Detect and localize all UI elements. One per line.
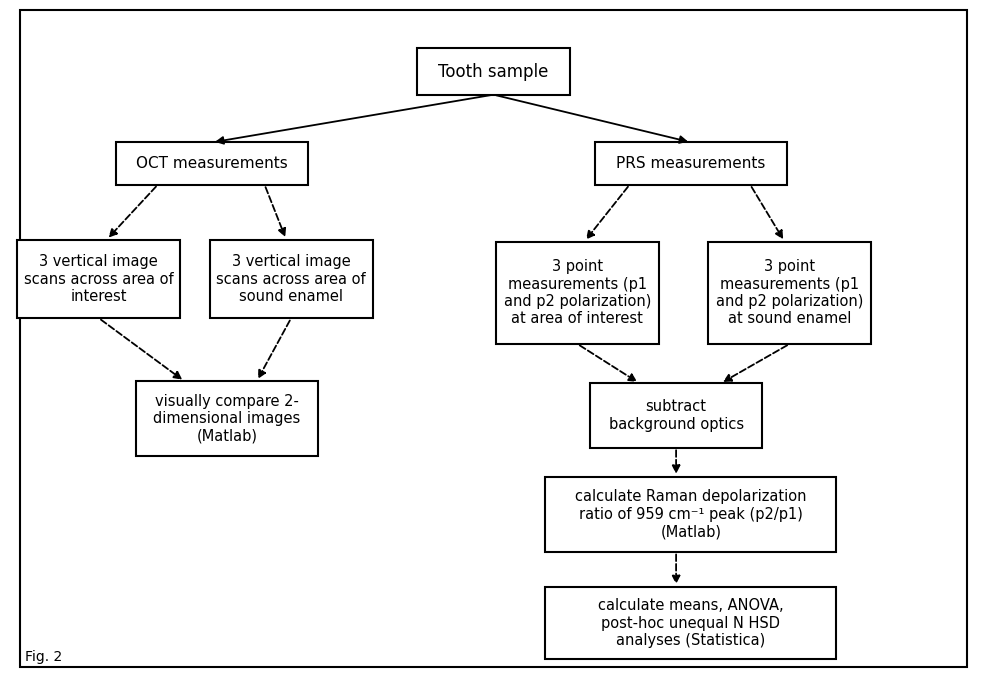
Bar (209, 240, 372, 319)
Bar (136, 381, 317, 456)
Bar (590, 383, 761, 448)
Bar (544, 587, 835, 659)
Text: Fig. 2: Fig. 2 (25, 650, 62, 664)
Text: 3 vertical image
scans across area of
interest: 3 vertical image scans across area of in… (24, 254, 174, 304)
Bar (416, 48, 570, 95)
Text: subtract
background optics: subtract background optics (608, 399, 742, 432)
Bar (707, 242, 870, 344)
Bar (594, 142, 786, 185)
Text: calculate means, ANOVA,
post-hoc unequal N HSD
analyses (Statistica): calculate means, ANOVA, post-hoc unequal… (598, 598, 783, 648)
Text: 3 point
measurements (p1
and p2 polarization)
at area of interest: 3 point measurements (p1 and p2 polariza… (503, 259, 651, 326)
Bar (544, 477, 835, 552)
Bar (18, 240, 179, 319)
Text: OCT measurements: OCT measurements (136, 156, 288, 171)
Text: 3 vertical image
scans across area of
sound enamel: 3 vertical image scans across area of so… (216, 254, 366, 304)
Text: 3 point
measurements (p1
and p2 polarization)
at sound enamel: 3 point measurements (p1 and p2 polariza… (715, 259, 863, 326)
Text: calculate Raman depolarization
ratio of 959 cm⁻¹ peak (p2/p1)
(Matlab): calculate Raman depolarization ratio of … (575, 489, 806, 539)
Text: visually compare 2-
dimensional images
(Matlab): visually compare 2- dimensional images (… (153, 394, 301, 444)
Bar (495, 242, 659, 344)
Text: Tooth sample: Tooth sample (438, 63, 548, 80)
Bar (116, 142, 308, 185)
Text: PRS measurements: PRS measurements (615, 156, 765, 171)
